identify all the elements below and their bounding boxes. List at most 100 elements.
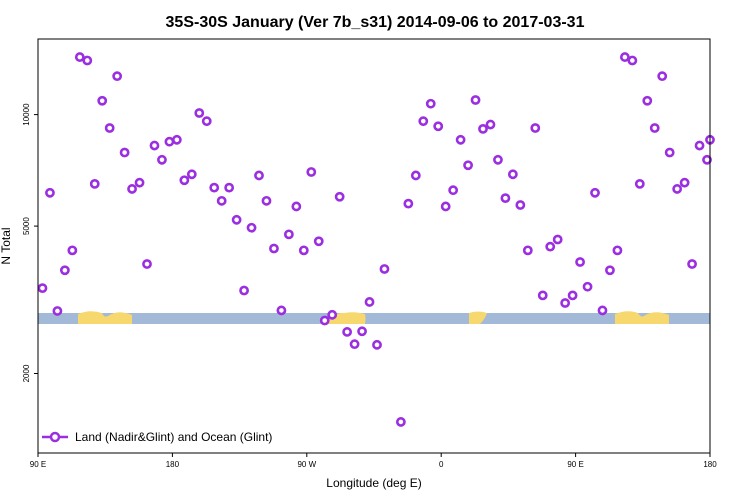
data-point: [127, 184, 137, 194]
surface-band: [38, 311, 710, 324]
data-point: [37, 283, 48, 294]
data-point: [349, 339, 360, 350]
data-point: [239, 285, 249, 296]
data-point: [395, 417, 406, 427]
data-point: [605, 265, 615, 276]
data-point: [112, 71, 123, 82]
data-points: [37, 52, 715, 427]
data-point: [522, 245, 533, 256]
data-point: [216, 195, 227, 206]
data-point: [104, 123, 115, 133]
data-point: [507, 169, 518, 180]
x-tick-label: 90 E: [567, 460, 583, 469]
data-point: [254, 170, 264, 181]
data-point: [612, 245, 623, 256]
data-point: [357, 326, 367, 337]
data-point: [171, 134, 182, 145]
data-point: [463, 160, 473, 171]
data-point: [149, 140, 160, 151]
land-shape-australia-repeat: [615, 311, 669, 324]
data-point: [342, 327, 353, 337]
data-point: [687, 259, 697, 269]
data-point: [283, 229, 294, 240]
legend-label: Land (Nadir&Glint) and Ocean (Glint): [75, 430, 272, 444]
data-point: [552, 234, 563, 245]
data-point: [59, 265, 70, 276]
data-point: [470, 95, 481, 105]
data-point: [642, 95, 653, 106]
data-point: [410, 170, 421, 181]
data-point: [67, 245, 78, 256]
data-point: [164, 136, 175, 147]
data-point: [134, 177, 145, 188]
data-point: [702, 154, 712, 165]
data-point: [89, 178, 100, 189]
data-point: [45, 187, 55, 198]
data-point: [327, 309, 338, 320]
data-point: [657, 71, 668, 82]
data-point: [201, 116, 212, 127]
data-point: [186, 169, 197, 180]
data-point: [619, 52, 630, 62]
data-point: [334, 191, 345, 202]
y-tick-label: 2000: [22, 364, 31, 382]
data-point: [418, 116, 429, 127]
data-point: [319, 315, 330, 326]
data-point: [590, 187, 600, 198]
data-point: [179, 175, 190, 186]
data-point: [379, 264, 390, 274]
data-point: [74, 52, 85, 62]
x-axis-label: Longitude (deg E): [326, 476, 421, 490]
chart-title: 35S-30S January (Ver 7b_s31) 2014-09-06 …: [166, 14, 585, 31]
data-point: [298, 245, 309, 256]
data-point: [276, 305, 287, 316]
axis-ticks: 90 E 180 90 W 0 90 E 180 2000 5000 10000: [22, 103, 717, 469]
data-point: [649, 123, 660, 133]
x-tick-label: 180: [703, 460, 717, 469]
data-point: [560, 298, 571, 308]
data-point: [664, 147, 675, 158]
data-point: [694, 140, 705, 151]
data-point: [440, 201, 451, 212]
data-point: [313, 236, 324, 247]
y-tick-label: 10000: [22, 103, 31, 126]
data-point: [634, 178, 645, 189]
data-point: [433, 121, 444, 132]
data-point: [142, 259, 152, 269]
data-point: [231, 214, 242, 225]
data-point: [455, 134, 466, 145]
data-point: [246, 222, 257, 233]
data-point: [82, 55, 93, 66]
data-point: [575, 257, 585, 267]
legend-marker-icon: [49, 431, 61, 443]
data-point: [485, 119, 496, 130]
data-point: [672, 184, 683, 194]
data-point: [537, 290, 548, 301]
data-point: [52, 306, 63, 316]
x-tick-label: 90 E: [30, 460, 46, 469]
data-point: [364, 297, 375, 307]
data-point: [119, 147, 130, 158]
data-point: [478, 123, 488, 134]
data-point: [448, 185, 459, 196]
data-point: [403, 198, 414, 209]
land-shape-australia: [78, 311, 132, 324]
data-point: [306, 167, 317, 177]
data-point: [500, 193, 511, 204]
x-tick-label: 0: [439, 460, 444, 469]
data-point: [157, 154, 167, 165]
data-point: [425, 98, 436, 109]
ocean-band: [38, 313, 710, 324]
data-point: [261, 195, 272, 206]
data-point: [194, 108, 205, 118]
data-point: [530, 123, 541, 133]
legend: Land (Nadir&Glint) and Ocean (Glint): [42, 430, 272, 444]
data-point: [515, 200, 526, 210]
land-shape-africa: [469, 311, 487, 324]
data-point: [627, 55, 638, 66]
y-axis-label: N Total: [0, 227, 13, 264]
data-point: [582, 281, 593, 292]
data-point: [597, 305, 608, 316]
data-point: [567, 290, 578, 301]
